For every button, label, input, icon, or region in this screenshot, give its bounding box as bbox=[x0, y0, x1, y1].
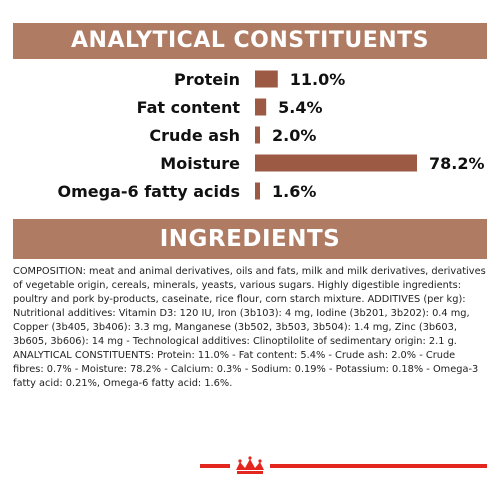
category-label: Fat content bbox=[137, 98, 241, 117]
bar bbox=[255, 182, 260, 200]
value-label: 78.2% bbox=[429, 154, 485, 173]
bar bbox=[255, 126, 260, 144]
value-label: 11.0% bbox=[290, 70, 346, 89]
category-label: Crude ash bbox=[149, 126, 240, 145]
category-label: Omega-6 fatty acids bbox=[57, 182, 240, 201]
footer-red-line bbox=[200, 464, 487, 468]
ingredients-banner: INGREDIENTS bbox=[13, 219, 487, 259]
bar bbox=[255, 98, 267, 116]
value-label: 2.0% bbox=[272, 126, 316, 145]
value-label: 5.4% bbox=[278, 98, 322, 117]
category-label: Protein bbox=[174, 70, 240, 89]
composition-text: COMPOSITION: meat and animal derivatives… bbox=[13, 266, 489, 389]
bar bbox=[255, 154, 417, 172]
analytical-constituents-banner: ANALYTICAL CONSTITUENTS bbox=[13, 23, 487, 59]
value-label: 1.6% bbox=[272, 182, 316, 201]
bar bbox=[255, 70, 278, 88]
analytical-constituents-chart: Protein 11.0% Fat content 5.4% Crude ash 2.0%… bbox=[57, 70, 485, 201]
crown-logo-icon bbox=[230, 452, 270, 482]
category-label: Moisture bbox=[160, 154, 240, 173]
